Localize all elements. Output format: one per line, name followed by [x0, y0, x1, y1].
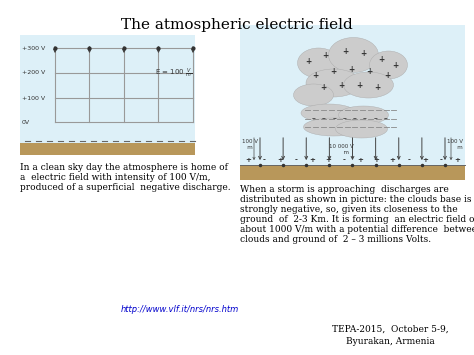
Text: +: +: [320, 83, 327, 93]
Text: +: +: [326, 157, 331, 163]
Text: Byurakan, Armenia: Byurakan, Armenia: [346, 337, 434, 346]
Text: TEPA-2015,  October 5-9,: TEPA-2015, October 5-9,: [332, 325, 448, 334]
Text: +: +: [277, 157, 283, 163]
Text: –: –: [311, 115, 315, 124]
Text: about 1000 V/m with a potential difference  between: about 1000 V/m with a potential differen…: [240, 225, 474, 234]
Text: +: +: [422, 157, 428, 163]
Text: +200 V: +200 V: [22, 71, 45, 76]
Text: +: +: [322, 50, 328, 60]
Ellipse shape: [336, 120, 388, 138]
Text: +: +: [356, 81, 363, 89]
Text: +: +: [305, 56, 311, 66]
Text: +: +: [366, 66, 373, 76]
Text: -: -: [407, 157, 410, 163]
Text: +: +: [330, 66, 337, 76]
Ellipse shape: [301, 104, 356, 122]
Text: +: +: [245, 157, 251, 163]
Text: In a clean sky day the atmosphere is home of: In a clean sky day the atmosphere is hom…: [20, 163, 228, 172]
Text: +: +: [384, 71, 391, 80]
Text: 100 V
   m: 100 V m: [447, 140, 463, 150]
Text: +: +: [374, 157, 380, 163]
Ellipse shape: [298, 48, 339, 78]
Text: +: +: [357, 157, 364, 163]
Text: +: +: [338, 81, 345, 89]
Text: -: -: [343, 157, 346, 163]
Ellipse shape: [344, 72, 393, 98]
Ellipse shape: [338, 106, 389, 124]
Text: 100 V
   m: 100 V m: [242, 140, 258, 150]
Text: a  electric field with intensity of 100 V/m,: a electric field with intensity of 100 V…: [20, 173, 210, 182]
Text: –: –: [332, 115, 336, 124]
Text: –: –: [342, 115, 346, 124]
Text: +: +: [342, 47, 348, 55]
Text: 0V: 0V: [22, 120, 30, 125]
Ellipse shape: [303, 118, 364, 136]
Text: –: –: [374, 115, 377, 124]
Text: 10 000 V
      m: 10 000 V m: [329, 144, 354, 155]
Text: The atmospheric electric field: The atmospheric electric field: [121, 18, 353, 32]
Bar: [20, 143, 195, 155]
Text: –: –: [353, 115, 356, 124]
Ellipse shape: [370, 51, 408, 79]
Text: +300 V: +300 V: [22, 45, 45, 50]
Text: distributed as shown in picture: the clouds base is: distributed as shown in picture: the clo…: [240, 195, 472, 204]
Bar: [240, 165, 465, 180]
Text: E = 100 $\frac{V}{m}$: E = 100 $\frac{V}{m}$: [155, 66, 192, 80]
Ellipse shape: [293, 84, 334, 106]
Text: strongly negative, so, given its closeness to the: strongly negative, so, given its closene…: [240, 205, 457, 214]
Text: ground  of  2-3 Km. It is forming  an electric field of: ground of 2-3 Km. It is forming an elect…: [240, 215, 474, 224]
Text: –: –: [322, 115, 326, 124]
Text: +100 V: +100 V: [22, 95, 45, 100]
Text: +: +: [312, 71, 319, 80]
Text: +: +: [454, 157, 460, 163]
Text: +: +: [360, 49, 366, 58]
Text: http://www.vlf.it/nrs/nrs.htm: http://www.vlf.it/nrs/nrs.htm: [121, 305, 239, 314]
Text: +: +: [392, 60, 399, 70]
Text: +: +: [374, 83, 381, 93]
Text: +: +: [348, 65, 355, 73]
Ellipse shape: [306, 69, 361, 97]
Text: -: -: [295, 157, 298, 163]
Bar: [20, 35, 195, 143]
Text: produced of a superficial  negative discharge.: produced of a superficial negative disch…: [20, 183, 231, 192]
Text: +: +: [310, 157, 315, 163]
Ellipse shape: [328, 38, 379, 72]
Text: When a storm is approaching  discharges are: When a storm is approaching discharges a…: [240, 185, 449, 194]
Text: –: –: [383, 115, 387, 124]
Bar: [240, 25, 465, 165]
Text: +: +: [378, 55, 384, 64]
Text: –: –: [363, 115, 367, 124]
Text: clouds and ground of  2 – 3 millions Volts.: clouds and ground of 2 – 3 millions Volt…: [240, 235, 431, 244]
Text: +: +: [390, 157, 396, 163]
Text: -: -: [263, 157, 265, 163]
Text: -: -: [439, 157, 442, 163]
